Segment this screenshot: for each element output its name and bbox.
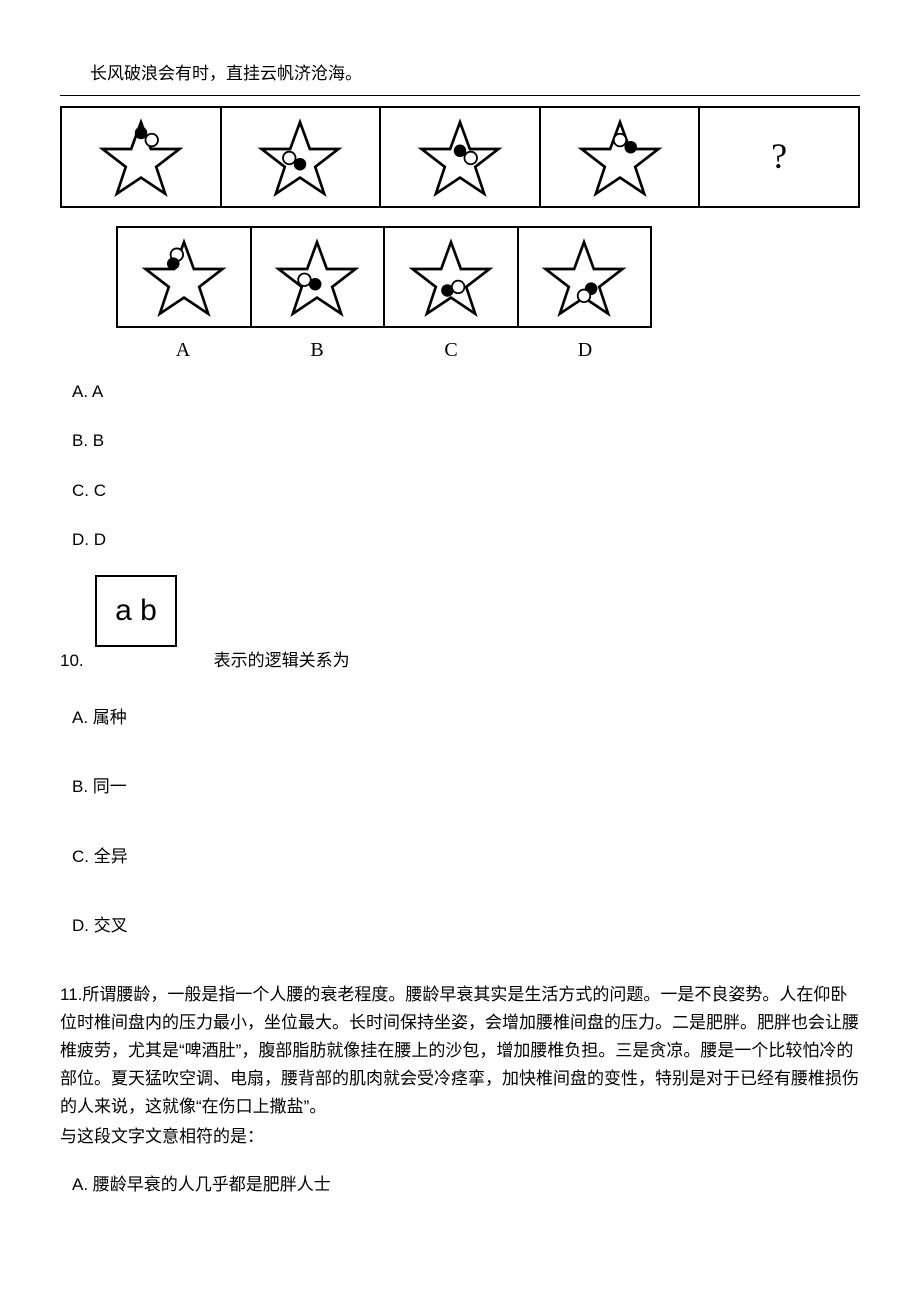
divider (60, 95, 860, 96)
white-dot (298, 273, 311, 286)
q9-cell-qmark: ? (700, 108, 858, 206)
q9-answer-c (385, 228, 519, 326)
q10-wrap: a b (60, 575, 860, 649)
black-dot (309, 278, 322, 291)
q9-option-a[interactable]: A. A (72, 378, 860, 405)
star-graphic-2 (255, 115, 345, 200)
black-dot (294, 158, 307, 171)
white-dot (578, 289, 591, 302)
q9-answer-a (118, 228, 252, 326)
q9-cell-4 (541, 108, 701, 206)
q10-prompt: 表示的逻辑关系为 (214, 647, 350, 676)
white-dot (283, 151, 296, 164)
q10-option-c[interactable]: C. 全异 (72, 843, 860, 870)
q11-body: 11.所谓腰龄，一般是指一个人腰的衰老程度。腰龄早衰其实是生活方式的问题。一是不… (60, 981, 860, 1121)
star-graphic-3 (415, 115, 505, 200)
black-dot (167, 257, 180, 270)
label-d: D (518, 334, 652, 366)
q9-cell-3 (381, 108, 541, 206)
white-dot (452, 280, 465, 293)
q9-answer-row-wrap (116, 226, 860, 328)
q11-option-a[interactable]: A. 腰龄早衰的人几乎都是肥胖人士 (72, 1171, 860, 1198)
q10-number: 10. (60, 647, 84, 674)
q9-options: A. A B. B C. C D. D (72, 378, 860, 553)
q9-pattern-row: ? (60, 106, 860, 208)
q11-number: 11. (60, 985, 82, 1004)
q10-option-d[interactable]: D. 交叉 (72, 912, 860, 939)
white-dot (613, 133, 626, 146)
white-dot (145, 133, 158, 146)
q9-option-b[interactable]: B. B (72, 427, 860, 454)
q9-cell-2 (222, 108, 382, 206)
label-c: C (384, 334, 518, 366)
q10-ab-box: a b (95, 575, 177, 647)
q9-answer-d (519, 228, 651, 326)
question-mark: ? (771, 128, 787, 186)
q9-answer-b (252, 228, 386, 326)
q9-answer-labels: A B C D (116, 334, 652, 366)
label-a: A (116, 334, 250, 366)
q9-answer-row (116, 226, 652, 328)
star-answer-d (539, 235, 629, 320)
q9-cell-1 (62, 108, 222, 206)
q10-option-b[interactable]: B. 同一 (72, 773, 860, 800)
white-dot (464, 151, 477, 164)
star-answer-b (272, 235, 362, 320)
label-b: B (250, 334, 384, 366)
header-quote: 长风破浪会有时，直挂云帆济沧海。 (90, 60, 860, 87)
q11-text: 所谓腰龄，一般是指一个人腰的衰老程度。腰龄早衰其实是生活方式的问题。一是不良姿势… (60, 985, 859, 1116)
star-graphic-1 (96, 115, 186, 200)
star-answer-a (139, 235, 229, 320)
star-answer-c (406, 235, 496, 320)
q10-options: A. 属种 B. 同一 C. 全异 D. 交叉 (72, 704, 860, 939)
q9-option-d[interactable]: D. D (72, 526, 860, 553)
q9-option-c[interactable]: C. C (72, 477, 860, 504)
black-dot (624, 141, 637, 154)
star-graphic-4 (575, 115, 665, 200)
q11-subprompt: 与这段文字文意相符的是： (60, 1123, 860, 1151)
q10-option-a[interactable]: A. 属种 (72, 704, 860, 731)
